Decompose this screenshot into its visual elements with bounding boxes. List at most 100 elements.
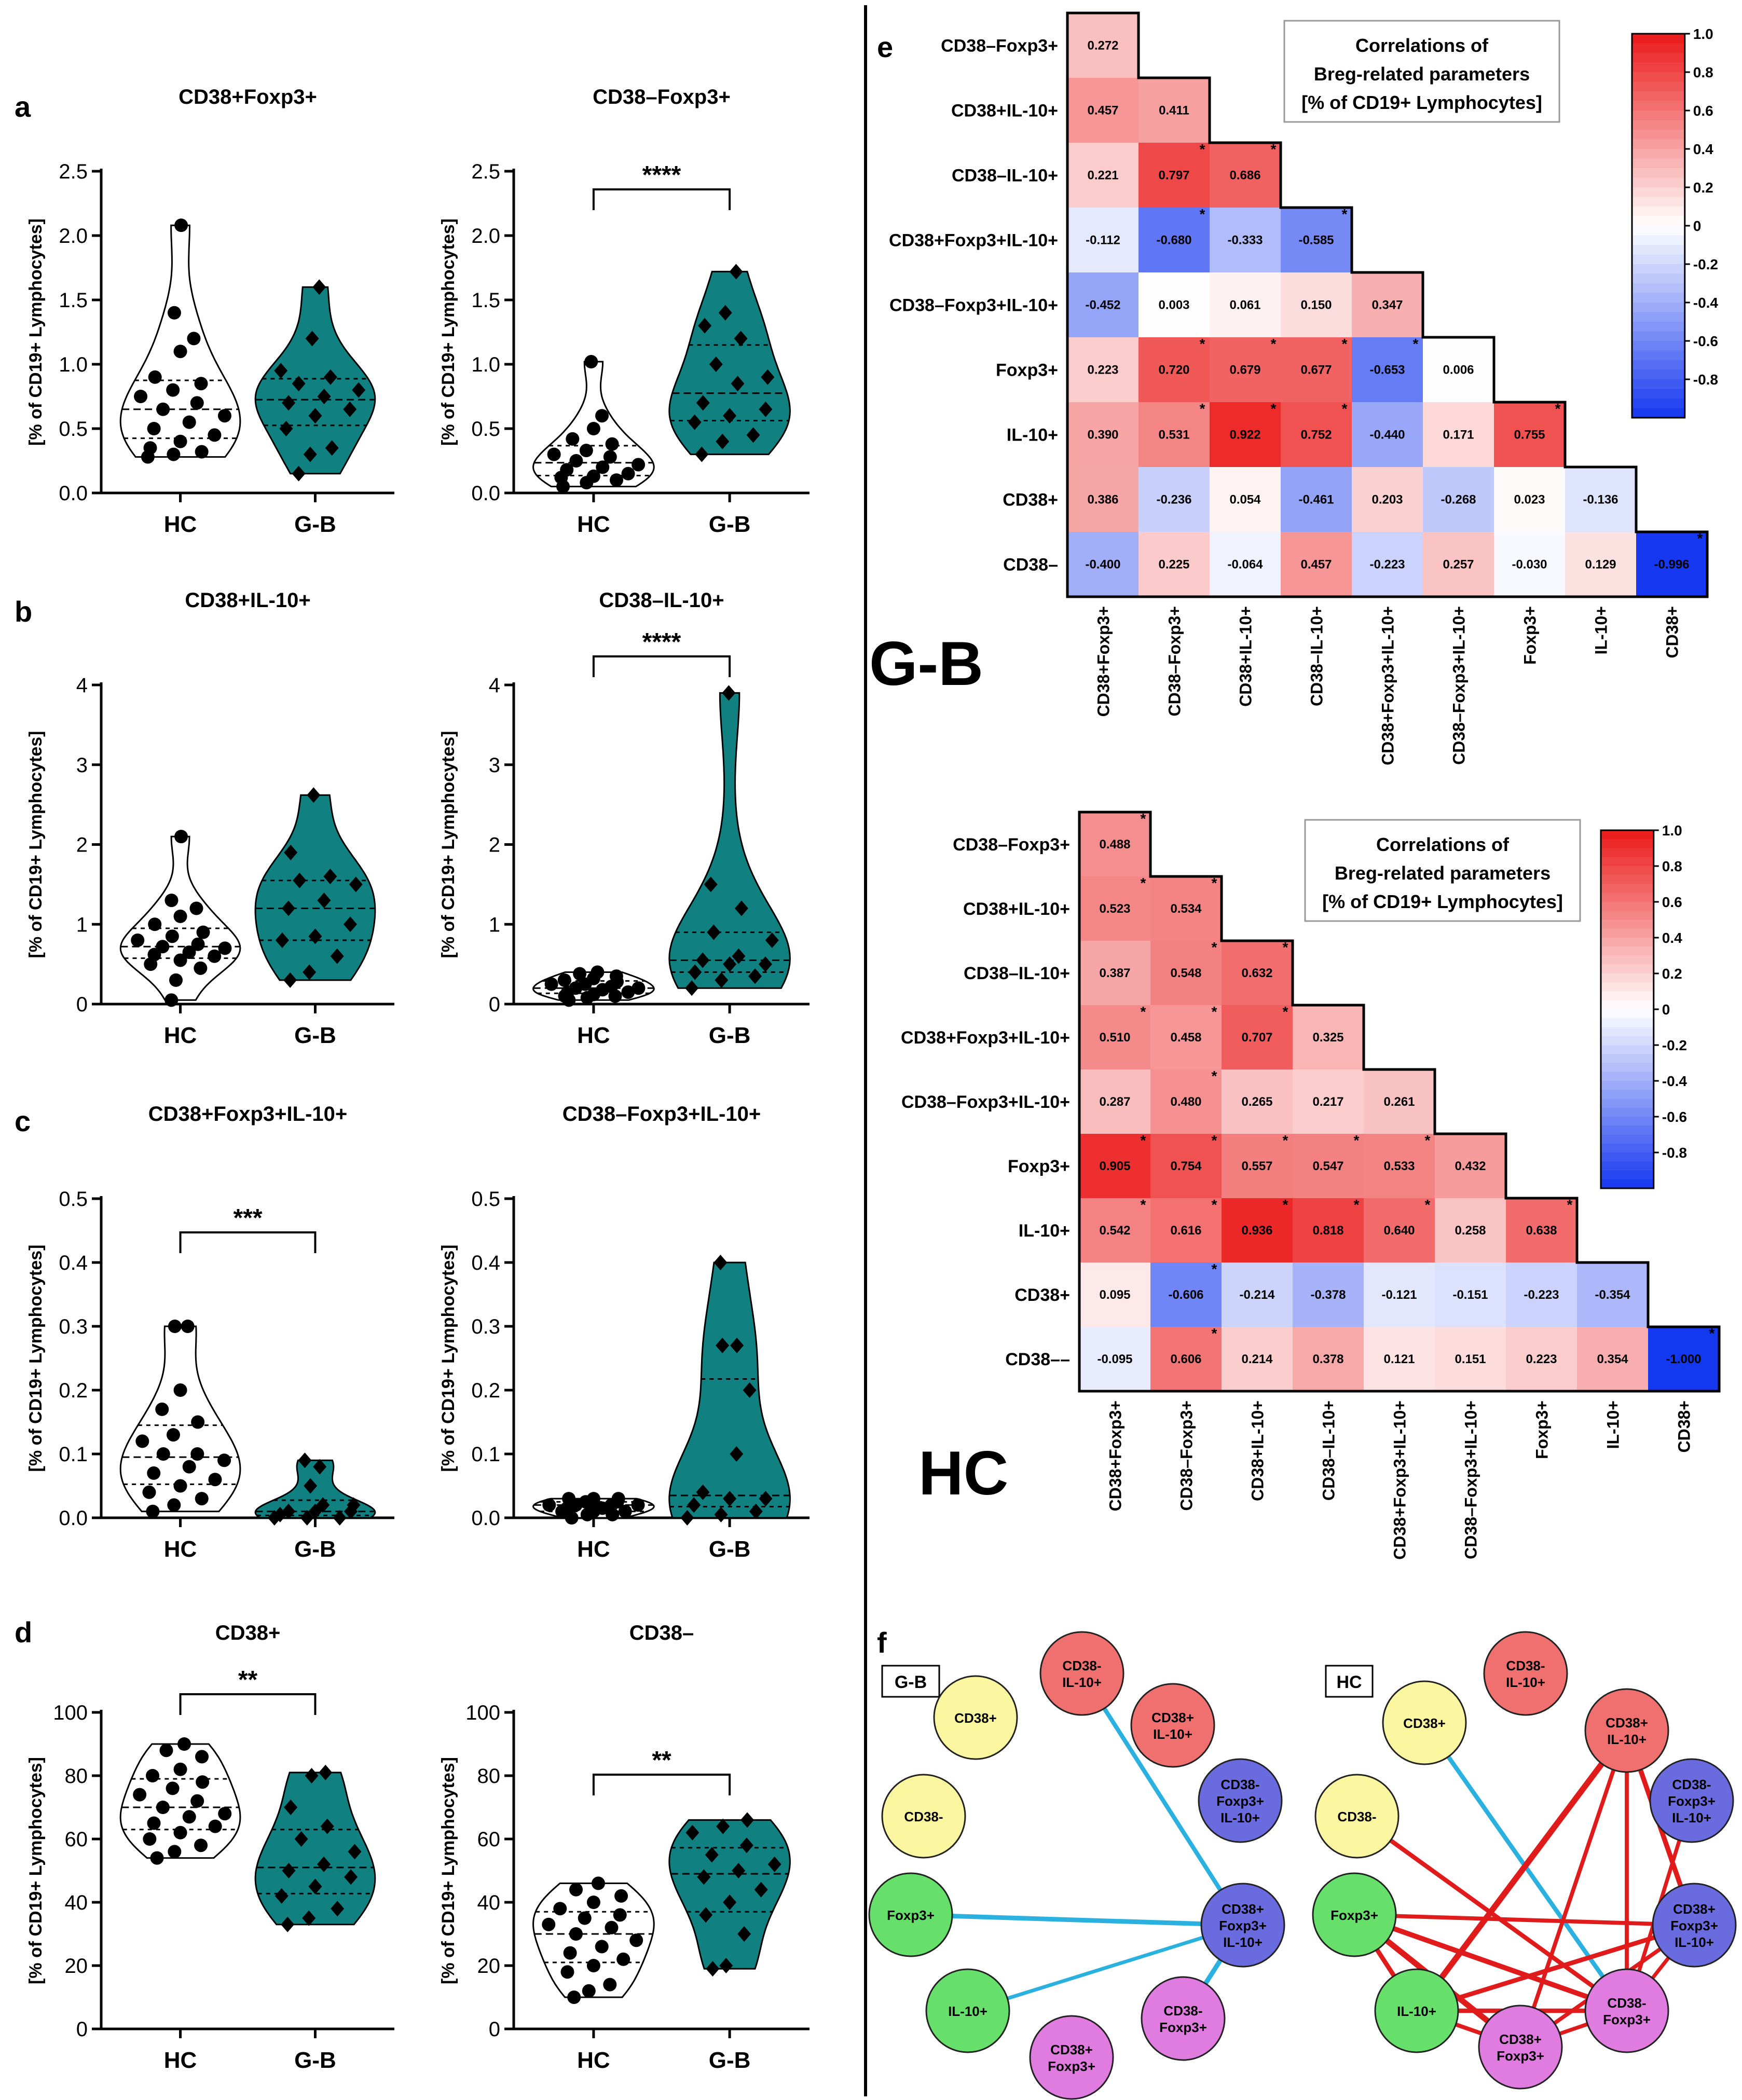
row-label: Foxp3+ [1008, 1157, 1070, 1176]
data-point [595, 409, 609, 423]
network-node: CD38-IL-10+ [1039, 1631, 1124, 1716]
data-point [595, 1940, 609, 1954]
significance-star: * [1212, 1132, 1217, 1148]
column-label: CD38+Foxp3+ [1106, 1401, 1125, 1511]
panel-letter-f: f [877, 1626, 887, 1659]
chart-title: CD38–IL-10+ [599, 589, 724, 612]
heatmap-cell [1079, 812, 1150, 876]
data-point [148, 917, 162, 931]
y-tick-label: 60 [65, 1828, 88, 1851]
cell-value: 0.686 [1229, 169, 1260, 183]
colorbar-segment [1632, 264, 1685, 274]
y-tick-label: 40 [65, 1891, 88, 1914]
colorbar-tick-label: 0.4 [1662, 930, 1682, 946]
chart-title: CD38–Foxp3+IL-10+ [563, 1103, 761, 1126]
cell-value: 0.225 [1158, 558, 1189, 572]
heatmap-title-line: Breg-related parameters [1314, 63, 1530, 85]
cell-value: -0.606 [1168, 1288, 1203, 1302]
column-label: CD38+ [1675, 1401, 1694, 1453]
colorbar-tick-label: 0.8 [1693, 64, 1713, 80]
heatmap-cell [1494, 467, 1565, 532]
data-point [605, 1920, 619, 1934]
data-point [173, 1479, 187, 1493]
row-label: CD38+Foxp3+IL-10+ [889, 231, 1058, 251]
data-point [166, 1428, 180, 1442]
cell-value: -0.996 [1654, 558, 1689, 572]
data-point [696, 1484, 710, 1500]
cell-value: 0.510 [1099, 1031, 1130, 1045]
y-tick-label: 40 [477, 1891, 501, 1914]
heatmap-cell [1210, 467, 1281, 532]
colorbar-segment [1632, 149, 1685, 159]
data-point [605, 437, 619, 451]
data-point [696, 952, 710, 968]
heatmap-cell [1435, 1134, 1506, 1198]
node-circle [1374, 1968, 1459, 2053]
heatmap-g-b: 0.272 0.457 0.411 0.221 0.797 * 0.686 * -0.112 -0… [869, 11, 1718, 765]
heatmap-cell [1139, 337, 1210, 402]
data-point [169, 973, 183, 987]
colorbar-segment [1601, 911, 1654, 921]
data-point [344, 1869, 358, 1885]
colorbar-segment [1632, 197, 1685, 207]
cell-value: 0.752 [1300, 428, 1332, 442]
colorbar-segment [1601, 919, 1654, 929]
data-point [685, 980, 699, 996]
data-point [557, 973, 571, 987]
network-node: CD38+IL-10+ [1584, 1688, 1669, 1773]
data-point [194, 377, 208, 391]
data-point [319, 1764, 333, 1780]
cell-value: -0.268 [1441, 493, 1476, 507]
cell-value: -0.136 [1583, 493, 1618, 507]
colorbar-segment [1632, 273, 1685, 284]
significance-star: * [1141, 875, 1146, 891]
x-tick-label: HC [577, 1536, 610, 1562]
node-circle [925, 1968, 1010, 2053]
x-tick-label: HC [577, 512, 610, 537]
node-label: CD38- [904, 1809, 943, 1824]
row-label: CD38–– [1005, 1350, 1070, 1369]
network-node: CD38-IL-10+ [1483, 1631, 1568, 1716]
data-point [347, 1497, 361, 1513]
significance-star: * [1271, 336, 1277, 352]
x-tick-label: G-B [709, 1023, 751, 1048]
node-circle [1584, 1968, 1669, 2053]
cell-value: 0.616 [1170, 1224, 1201, 1238]
network-g-b: G-BCD38+CD38-IL-10+CD38+IL-10+CD38-CD38-… [868, 1631, 1285, 2100]
colorbar-segment [1601, 875, 1654, 885]
data-point [142, 1485, 156, 1499]
heatmap-hc: 0.488 * 0.523 * 0.534 * 0.387 0.548 * 0.632 * 0.510… [901, 811, 1721, 1560]
y-tick-label: 100 [53, 1701, 88, 1724]
cell-value: -0.440 [1369, 428, 1405, 442]
violin-g-b [254, 1772, 376, 1926]
colorbar-segment [1601, 848, 1654, 858]
column-label: CD38+Foxp3+ [1094, 606, 1113, 717]
y-tick-label: 0.2 [471, 1379, 500, 1402]
cell-value: 0.054 [1229, 493, 1261, 507]
y-axis-label: [% of CD19+ Lymphocytes] [438, 1245, 458, 1472]
data-point [718, 305, 732, 321]
network-node: CD38+Foxp3+ [1029, 2015, 1114, 2100]
data-point [182, 415, 196, 429]
x-tick-label: HC [577, 2048, 610, 2073]
data-point [308, 928, 322, 944]
colorbar-segment [1601, 1036, 1654, 1046]
violin-chart-5: CD38–Foxp3+IL-10+ [% of CD19+ Lymphocytes… [438, 1103, 810, 1562]
data-point [567, 1991, 581, 2004]
significance-star: * [1283, 939, 1288, 955]
network-edge [1518, 1728, 1629, 2049]
data-point [631, 1498, 645, 1512]
correlation-heatmaps: 0.272 0.457 0.411 0.221 0.797 * 0.686 * -0.112 -0… [869, 11, 1721, 1560]
data-point [569, 454, 583, 468]
network-node: CD38+Foxp3+IL-10+ [1200, 1883, 1285, 1968]
data-point [135, 1434, 149, 1448]
data-point [734, 900, 748, 916]
cell-value: 0.458 [1170, 1031, 1201, 1045]
node-label: IL-10+ [1607, 1732, 1647, 1747]
data-point [759, 1491, 773, 1507]
data-point [333, 1510, 347, 1526]
colorbar-segment [1632, 130, 1685, 140]
heatmap-cell [1139, 402, 1210, 467]
heatmap-cell [1281, 402, 1352, 467]
